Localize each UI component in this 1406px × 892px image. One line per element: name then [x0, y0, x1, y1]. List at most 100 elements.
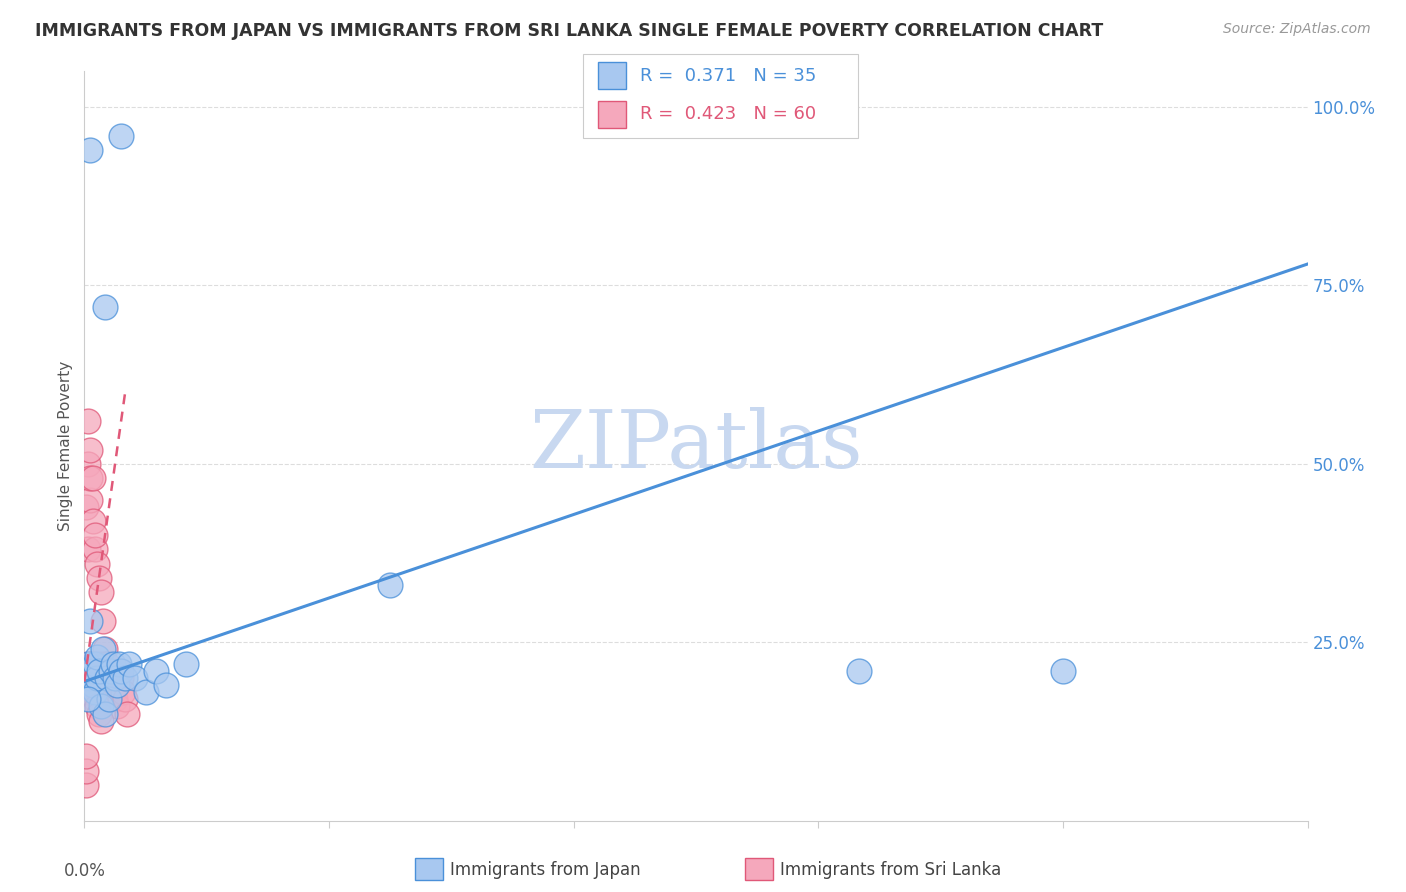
Point	[848, 664, 870, 678]
Point	[79, 678, 101, 692]
Point	[174, 657, 197, 671]
Point	[96, 671, 118, 685]
Point	[82, 471, 104, 485]
Point	[77, 657, 100, 671]
Point	[87, 657, 110, 671]
Point	[75, 764, 97, 778]
Point	[75, 500, 97, 514]
Point	[79, 143, 101, 157]
Point	[77, 657, 100, 671]
Point	[83, 692, 105, 706]
Point	[90, 699, 112, 714]
Point	[82, 671, 104, 685]
Point	[97, 671, 120, 685]
Point	[83, 657, 105, 671]
Point	[93, 642, 115, 657]
Point	[90, 671, 112, 685]
Y-axis label: Single Female Poverty: Single Female Poverty	[58, 361, 73, 531]
Point	[101, 657, 124, 671]
Point	[90, 585, 112, 599]
Point	[82, 664, 104, 678]
Text: Immigrants from Sri Lanka: Immigrants from Sri Lanka	[780, 861, 1001, 879]
Point	[100, 664, 122, 678]
Point	[110, 128, 132, 143]
Text: Source: ZipAtlas.com: Source: ZipAtlas.com	[1223, 22, 1371, 37]
Point	[79, 671, 101, 685]
Point	[87, 571, 110, 585]
Text: IMMIGRANTS FROM JAPAN VS IMMIGRANTS FROM SRI LANKA SINGLE FEMALE POVERTY CORRELA: IMMIGRANTS FROM JAPAN VS IMMIGRANTS FROM…	[35, 22, 1104, 40]
Point	[380, 578, 402, 592]
Point	[79, 657, 101, 671]
Point	[86, 671, 108, 685]
Point	[114, 671, 136, 685]
Text: R =  0.371   N = 35: R = 0.371 N = 35	[640, 67, 815, 85]
Point	[105, 671, 128, 685]
Point	[101, 671, 124, 685]
Point	[87, 664, 110, 678]
Point	[104, 671, 127, 685]
Point	[83, 542, 105, 557]
Point	[82, 685, 104, 699]
Text: ZIPatlas: ZIPatlas	[529, 407, 863, 485]
Point	[75, 778, 97, 792]
Point	[110, 664, 132, 678]
Text: R =  0.423   N = 60: R = 0.423 N = 60	[640, 105, 815, 123]
Point	[93, 657, 115, 671]
Point	[79, 471, 101, 485]
Point	[155, 678, 177, 692]
Point	[97, 664, 120, 678]
Point	[124, 671, 146, 685]
Point	[86, 699, 108, 714]
Text: Immigrants from Japan: Immigrants from Japan	[450, 861, 641, 879]
Point	[77, 457, 100, 471]
Point	[93, 706, 115, 721]
Point	[77, 671, 100, 685]
Point	[145, 664, 167, 678]
Point	[79, 442, 101, 457]
Point	[118, 657, 141, 671]
Point	[75, 749, 97, 764]
Point	[96, 671, 118, 685]
Point	[100, 671, 122, 685]
Point	[1052, 664, 1074, 678]
Point	[87, 671, 110, 685]
Point	[83, 685, 105, 699]
Point	[108, 664, 131, 678]
Point	[110, 671, 132, 685]
Point	[91, 642, 114, 657]
Point	[101, 685, 124, 699]
Point	[79, 492, 101, 507]
Point	[91, 614, 114, 628]
Point	[108, 657, 131, 671]
Point	[90, 714, 112, 728]
Point	[97, 692, 120, 706]
Point	[77, 692, 100, 706]
Point	[114, 692, 136, 706]
Text: 0.0%: 0.0%	[63, 862, 105, 880]
Point	[86, 671, 108, 685]
Point	[77, 414, 100, 428]
Point	[83, 528, 105, 542]
Point	[82, 514, 104, 528]
Point	[83, 657, 105, 671]
Point	[105, 678, 128, 692]
Point	[77, 685, 100, 699]
Point	[87, 706, 110, 721]
Point	[86, 557, 108, 571]
Point	[79, 671, 101, 685]
Point	[93, 300, 115, 314]
Point	[93, 671, 115, 685]
Point	[82, 657, 104, 671]
Point	[105, 699, 128, 714]
Point	[104, 692, 127, 706]
Point	[100, 685, 122, 699]
Point	[90, 657, 112, 671]
Point	[96, 657, 118, 671]
Point	[86, 649, 108, 664]
Point	[86, 657, 108, 671]
Point	[77, 542, 100, 557]
Point	[104, 671, 127, 685]
Point	[79, 614, 101, 628]
Point	[115, 706, 138, 721]
Point	[135, 685, 157, 699]
